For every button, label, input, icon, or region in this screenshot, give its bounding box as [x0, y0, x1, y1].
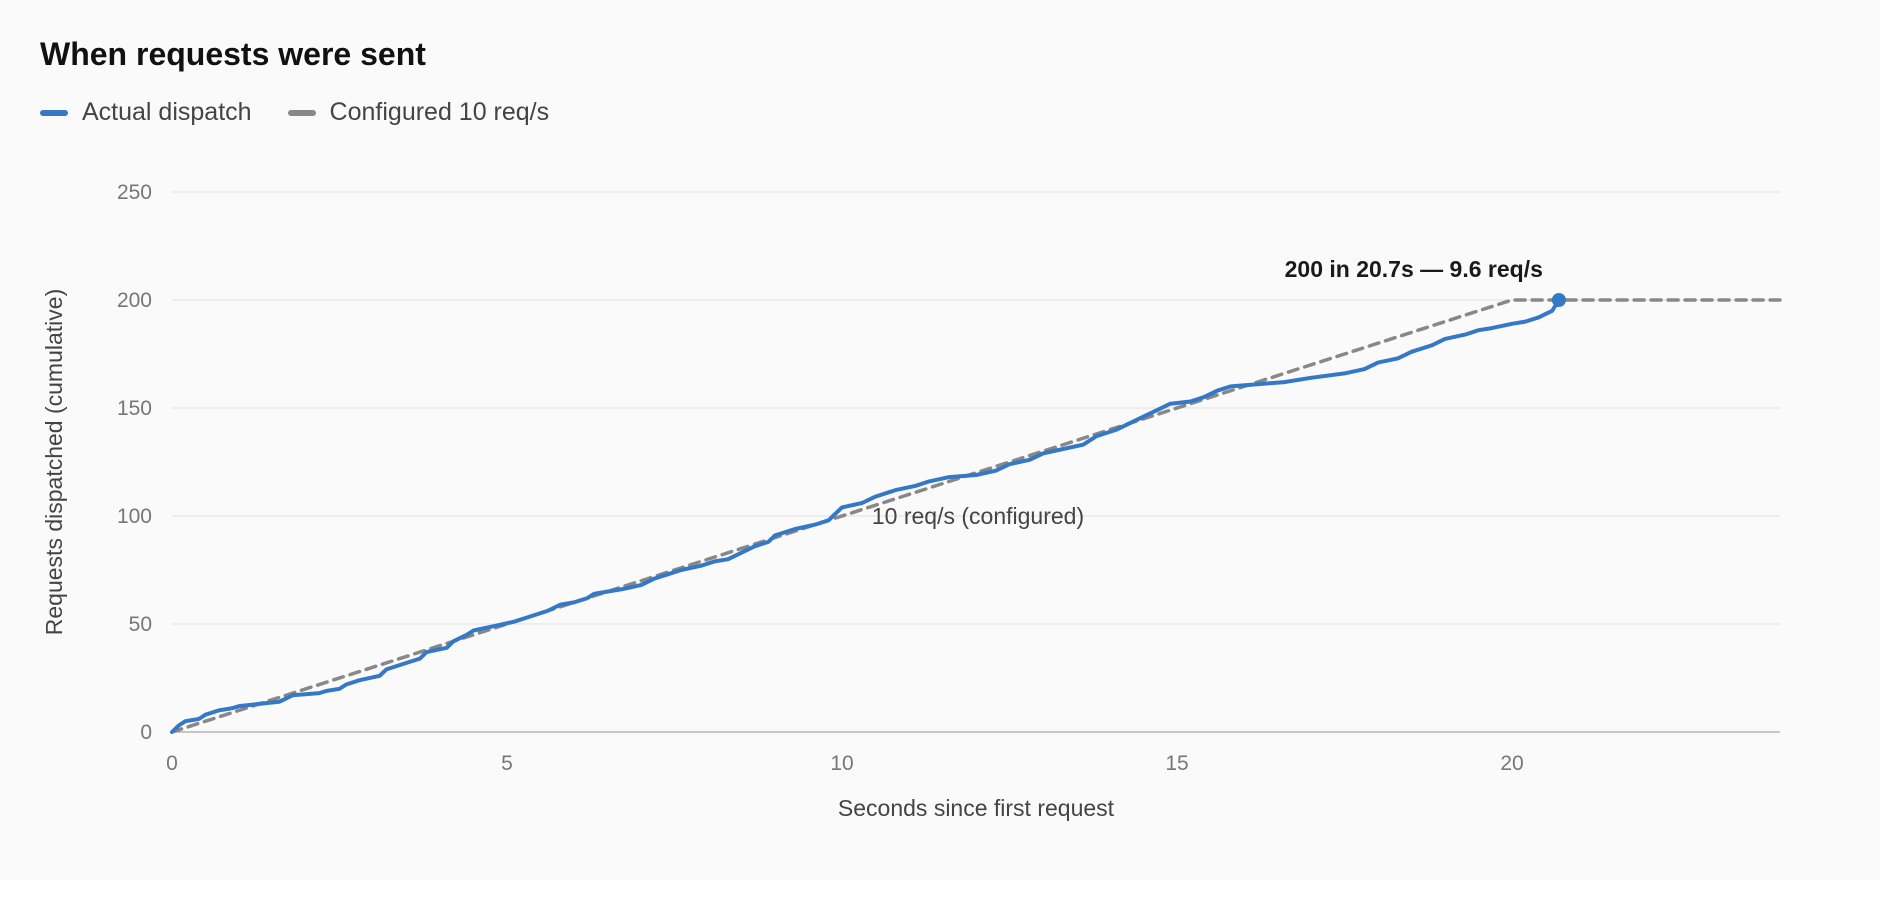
x-tick-label-10: 10: [830, 752, 853, 775]
legend-item-configured: Configured 10 req/s: [287, 98, 550, 127]
axes: 0 50 100 150 200 250 0 5 10 15 20: [117, 181, 1524, 775]
annotation-configured-rate: 10 req/s (configured): [872, 503, 1084, 529]
chart-legend: Actual dispatch Configured 10 req/s: [40, 98, 549, 127]
annotation-end-summary: 200 in 20.7s — 9.6 req/s: [1285, 256, 1543, 282]
y-tick-label-50: 50: [129, 613, 152, 636]
y-tick-label-100: 100: [117, 505, 152, 528]
legend-label-configured: Configured 10 req/s: [329, 98, 550, 126]
annotations: 10 req/s (configured) 200 in 20.7s — 9.6 …: [872, 256, 1543, 529]
series-lines: [170, 293, 1782, 734]
series-line-actual-dispatch: [170, 298, 1561, 734]
legend-item-actual: Actual dispatch: [40, 98, 252, 127]
y-axis-label: Requests dispatched (cumulative): [41, 289, 67, 635]
y-tick-label-0: 0: [140, 721, 152, 744]
y-tick-label-150: 150: [117, 397, 152, 420]
x-tick-label-5: 5: [501, 752, 513, 775]
x-tick-label-0: 0: [166, 752, 178, 775]
x-tick-label-15: 15: [1165, 752, 1188, 775]
end-point-marker: [1551, 293, 1566, 307]
line-chart: 0 50 100 150 200 250 0 5 10 15 20 10 req/s (config…: [41, 181, 1782, 821]
legend-swatch-actual: [40, 109, 68, 116]
chart-panel: When requests were sent Actual dispatch …: [40, 36, 550, 127]
y-tick-label-250: 250: [117, 181, 152, 204]
legend-label-actual: Actual dispatch: [82, 98, 252, 126]
y-tick-label-200: 200: [117, 289, 152, 312]
legend-swatch-configured: [287, 109, 316, 116]
page-title: When requests were sent: [40, 36, 426, 72]
x-tick-label-20: 20: [1500, 752, 1523, 775]
grid-lines: [172, 191, 1780, 733]
x-axis-label: Seconds since first request: [838, 795, 1115, 821]
